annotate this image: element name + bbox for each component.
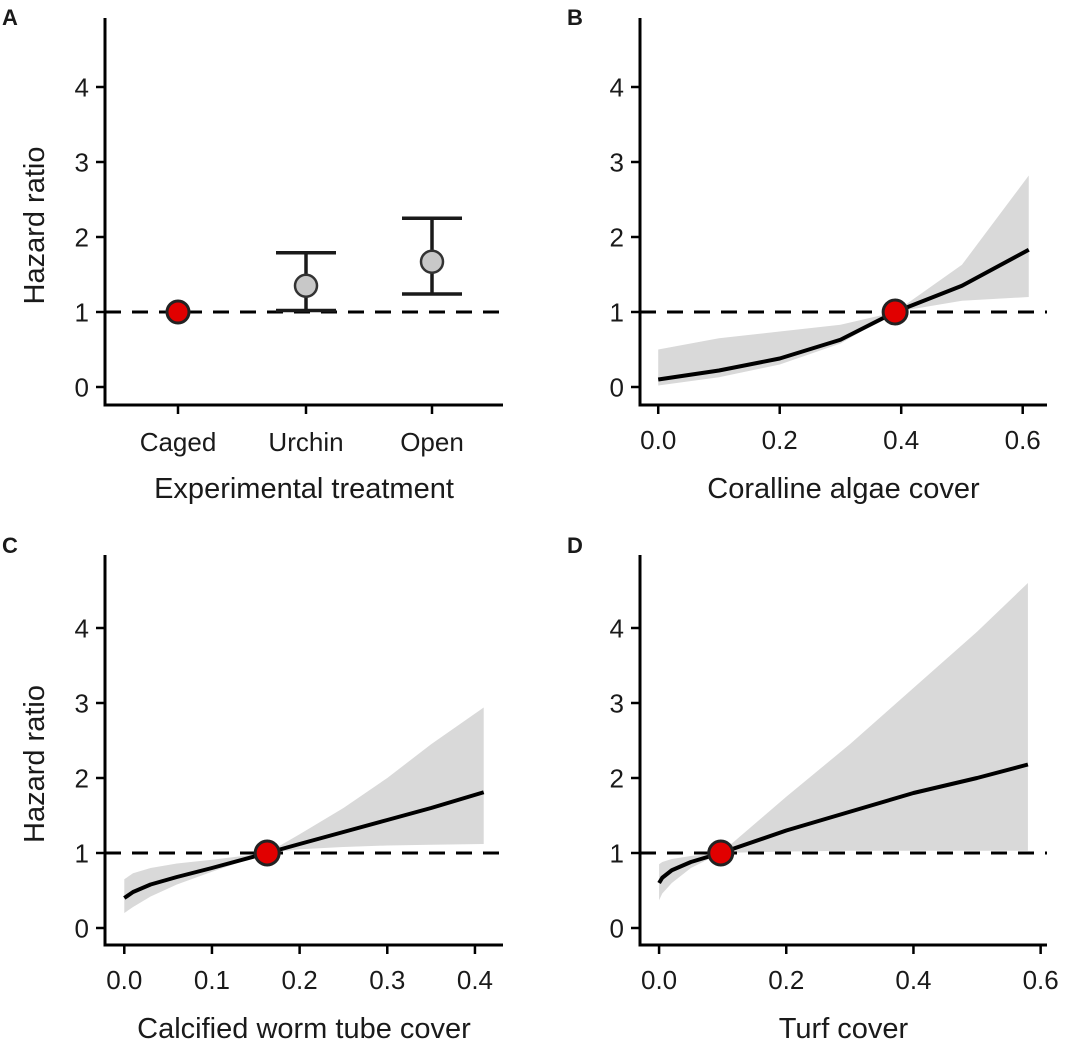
x-tick-label-a-urchin: Urchin — [268, 427, 343, 457]
panel-c-calcified-worm-tube: C 0 1 2 3 4 0.0 0.1 0.2 0.3 0.4 Calcified worm tub… — [2, 533, 503, 1045]
y-tick-label-c-4: 4 — [75, 614, 89, 644]
panel-letter-c: C — [2, 533, 18, 558]
y-axis-title-c: Hazard ratio — [19, 685, 51, 843]
x-tick-label-b-3: 0.6 — [1005, 425, 1041, 455]
x-tick-label-c-1: 0.1 — [194, 965, 230, 995]
x-tick-label-c-0: 0.0 — [106, 965, 142, 995]
x-axis-title-c: Calcified worm tube cover — [137, 1013, 471, 1045]
confidence-band-d — [659, 583, 1028, 901]
y-tick-label-a-3: 3 — [75, 148, 89, 178]
y-tick-label-b-2: 2 — [610, 223, 624, 253]
x-axis-title-b: Coralline algae cover — [707, 473, 980, 505]
x-axis-title-a: Experimental treatment — [154, 473, 454, 505]
x-tick-label-c-4: 0.4 — [457, 965, 493, 995]
point-urchin — [293, 273, 319, 298]
panel-a-hazard-by-treatment: A 0 1 2 3 4 Caged Urchin Open Experimental treat… — [2, 5, 503, 505]
x-tick-label-a-caged: Caged — [140, 427, 217, 457]
x-tick-label-b-2: 0.4 — [883, 425, 919, 455]
x-tick-label-b-0: 0.0 — [640, 425, 676, 455]
y-tick-label-d-1: 1 — [610, 839, 624, 869]
y-tick-label-d-2: 2 — [610, 764, 624, 794]
y-tick-label-d-0: 0 — [610, 914, 624, 944]
panel-d-turf-cover: D 0 1 2 3 4 0.0 0.2 0.4 0.6 Turf cover — [567, 533, 1059, 1045]
y-tick-label-c-3: 3 — [75, 689, 89, 719]
fitted-curve-b — [657, 247, 1030, 382]
panel-letter-b: B — [567, 5, 583, 30]
confidence-band-b — [658, 175, 1029, 386]
panel-letter-a: A — [2, 5, 18, 30]
reference-point-c — [253, 839, 281, 867]
panel-letter-d: D — [567, 533, 583, 558]
y-tick-label-a-4: 4 — [75, 73, 89, 103]
y-tick-label-d-4: 4 — [610, 614, 624, 644]
y-tick-label-b-3: 3 — [610, 148, 624, 178]
y-tick-label-d-3: 3 — [610, 689, 624, 719]
x-tick-label-b-1: 0.2 — [762, 425, 798, 455]
x-tick-label-c-2: 0.2 — [282, 965, 318, 995]
y-tick-label-c-1: 1 — [75, 839, 89, 869]
y-tick-label-a-2: 2 — [75, 223, 89, 253]
y-tick-label-b-0: 0 — [610, 373, 624, 403]
x-tick-label-a-open: Open — [400, 427, 464, 457]
point-caged — [165, 299, 191, 325]
y-tick-label-c-2: 2 — [75, 764, 89, 794]
panel-b-coralline-algae: B 0 1 2 3 4 0.0 0.2 0.4 0.6 Coralline algae cover — [567, 5, 1047, 505]
x-tick-label-d-1: 0.2 — [768, 965, 804, 995]
x-tick-label-d-3: 0.6 — [1023, 965, 1059, 995]
y-tick-label-b-4: 4 — [610, 73, 624, 103]
reference-point-b — [881, 298, 909, 326]
y-tick-label-a-1: 1 — [75, 298, 89, 328]
fitted-curve-d — [657, 762, 1029, 885]
y-tick-label-c-0: 0 — [75, 914, 89, 944]
confidence-band-c — [124, 707, 484, 913]
x-axis-title-d: Turf cover — [779, 1013, 909, 1045]
y-axis-title-a: Hazard ratio — [19, 147, 51, 305]
y-tick-label-b-1: 1 — [610, 298, 624, 328]
reference-point-d — [707, 839, 735, 867]
y-tick-label-a-0: 0 — [75, 373, 89, 403]
x-tick-label-c-3: 0.3 — [369, 965, 405, 995]
x-tick-label-d-0: 0.0 — [641, 965, 677, 995]
x-tick-label-d-2: 0.4 — [895, 965, 931, 995]
point-open — [419, 249, 445, 274]
